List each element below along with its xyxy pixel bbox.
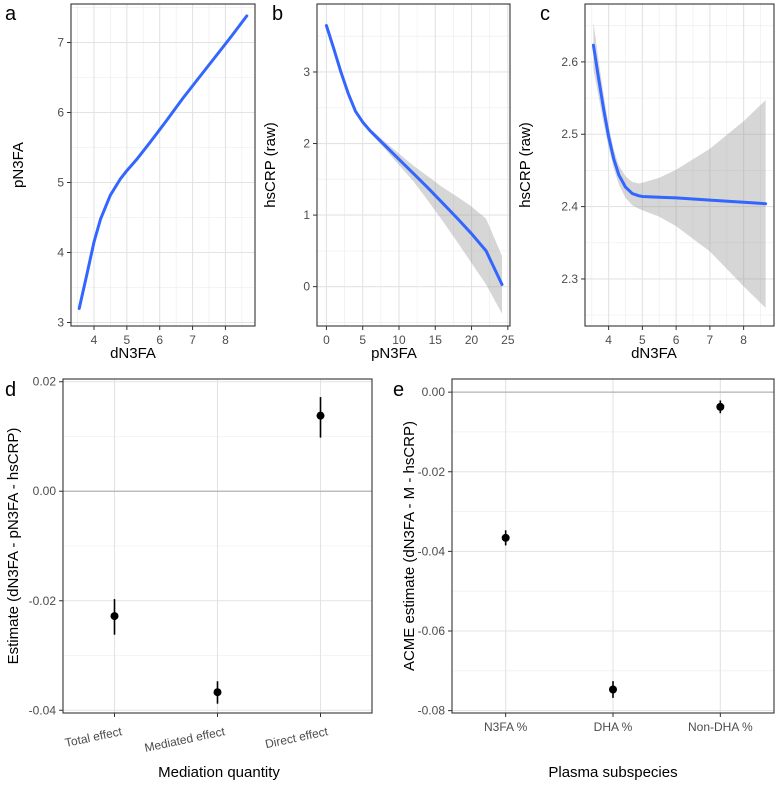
y-tick-label: 2.3 [561,272,578,286]
smooth-fit-line [591,43,768,206]
x-tick-label: N3FA % [484,720,528,734]
x-axis-title: Plasma subspecies [548,764,677,781]
x-tick-label: Total effect [64,724,124,750]
estimate-point [716,402,725,411]
y-axis-title: Estimate (dN3FA - pN3FA - hsCRP) [5,428,22,665]
x-axis-title: dN3FA [110,345,156,362]
x-tick-label: Mediated effect [143,724,227,755]
x-tick-label: 4 [91,333,98,347]
estimate-point [110,612,119,621]
y-tick-label: -0.04 [29,703,57,717]
smooth-fit-line [77,14,249,310]
x-tick-label: 5 [124,333,131,347]
panel-c: 2.3 2.4 2.5 2.6 4 5 6 7 8 dN3FA hsCRP (raw) c [517,3,775,362]
x-tick-label: 0 [323,333,330,347]
x-tick-label: 6 [156,333,163,347]
y-tick-label: 7 [57,36,64,50]
panel-e: -0.08 -0.06 -0.04 -0.02 0.00 N3FA % DHA % Non-D… [393,378,775,781]
panel-label: e [393,379,404,401]
panel-label: b [272,3,283,25]
panel-border [70,3,256,327]
x-tick-label: 7 [189,333,196,347]
y-tick-label: -0.04 [418,544,446,558]
y-tick-label: 2.6 [561,55,578,69]
x-tick-label: 20 [465,333,479,347]
plot-background [71,4,255,326]
y-axis-title: hsCRP (raw) [517,122,534,208]
estimate-point [316,411,325,420]
y-tick-label: 2.4 [561,200,578,214]
y-tick-label: -0.08 [418,704,446,718]
plot-background [317,4,510,326]
x-tick-label: DHA % [594,720,633,734]
panel-border [584,3,775,327]
panel-label: a [5,3,17,25]
x-tick-label: 10 [392,333,406,347]
y-tick-label: 2 [303,137,310,151]
x-tick-label: Direct effect [264,724,330,751]
confidence-band [326,23,502,314]
x-axis-title: pN3FA [371,345,417,362]
x-tick-label: 8 [740,333,747,347]
x-tick-label: 5 [639,333,646,347]
y-tick-label: 1 [303,208,310,222]
y-axis-title: hsCRP (raw) [262,122,279,208]
y-tick-label: 3 [57,316,64,330]
y-tick-label: 3 [303,65,310,79]
y-tick-label: -0.02 [29,594,57,608]
panel-label: d [5,379,16,401]
y-tick-label: 6 [57,106,64,120]
y-tick-label: -0.02 [418,465,446,479]
x-tick-label: 25 [501,333,515,347]
y-tick-label: 5 [57,176,64,190]
y-axis-title: ACME estimate (dN3FA - M - hsCRP) [401,421,418,671]
panel-label: c [540,3,550,25]
confidence-band [593,22,766,308]
panel-border [316,3,511,327]
x-axis-title: Mediation quantity [158,764,280,781]
y-tick-label: 0 [303,280,310,294]
x-tick-label: 4 [605,333,612,347]
x-tick-label: 7 [707,333,714,347]
y-tick-label: 0.02 [33,375,57,389]
x-tick-label: 6 [673,333,680,347]
x-axis-title: dN3FA [631,345,677,362]
y-tick-label: 0.00 [33,484,57,498]
x-tick-label: Non-DHA % [688,720,753,734]
panel-a: 3 4 5 6 7 4 5 6 7 8 dN3FA pN3FA a [5,3,256,362]
y-axis-title: pN3FA [10,142,27,188]
estimate-point [213,688,222,697]
y-tick-label: -0.06 [418,624,446,638]
panel-d: -0.04 -0.02 0.00 0.02 Total effect Mediated e… [5,375,373,781]
y-tick-label: 2.5 [561,127,578,141]
smooth-fit-line [324,24,504,286]
x-tick-label: 8 [222,333,229,347]
y-tick-label: 0.00 [422,385,446,399]
estimate-point [609,685,617,694]
y-tick-label: 4 [57,246,64,260]
estimate-point [501,533,510,542]
x-tick-label: 15 [429,333,443,347]
x-tick-label: 5 [359,333,366,347]
panel-b: 0 1 2 3 0 5 10 15 20 25 pN3FA hsCRP (raw) b [262,3,515,362]
